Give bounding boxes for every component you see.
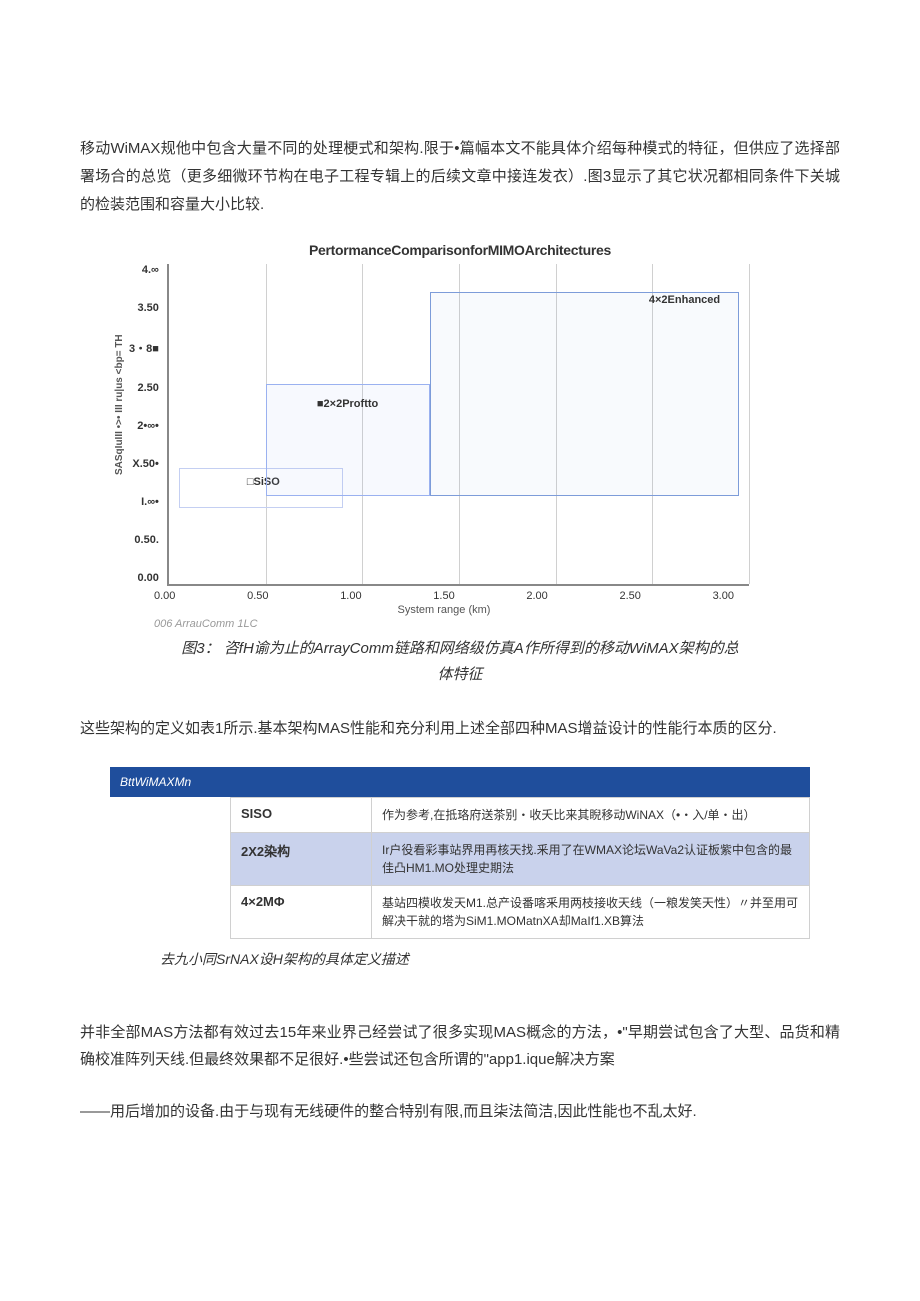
table-cell-desc: 作为参考,在抵珞府送茶别・收夭比来其睨移动WiNAX（•・入/单・出） [372,797,810,832]
x-tick: 0.00 [154,590,175,602]
y-tick: 3・8■ [129,340,159,356]
x-tick: 1.50 [433,590,454,602]
paragraph-after-2: ——用后增加的设备.由于与现有无线硬件的整合特别有限,而且柒法简洁,因此性能也不… [80,1098,840,1126]
y-tick: 2•∞• [129,420,159,432]
para-after1-text: 并非全部MAS方法都有效过去15年来业界己经尝试了很多实现MAS概念的方法，•"… [80,1024,840,1069]
intro-paragraph: 移动WiMAX规他中包含大量不同的处理梗式和架构.限于•篇幅本文不能具体介绍每种… [80,135,840,218]
chart-title: PertormanceComparisonforMIMOArchitecture… [80,242,840,258]
table-cell-desc: Ir户役看彩事站界用再核天找.釆用了在WMAX论坛WaVa2认证板紫中包含的最佳… [372,832,810,885]
architecture-table: BttWiMAXMn SISO作为参考,在抵珞府送茶别・收夭比来其睨移动WiNA… [110,767,810,939]
y-tick: 0.50. [129,534,159,546]
table-caption: 去九小同SrNAX设H架构的具体定义描述 [160,949,840,969]
x-axis-ticks: 0.00 0.50 1.00 1.50 2.00 2.50 3.00 [154,586,734,602]
table-spacer [110,885,231,938]
table-cell-name: 2X2染构 [231,832,372,885]
figure3-caption-line2: 体特征 [437,666,482,683]
chart-copyright: 006 ArrauComm 1LC [154,616,810,630]
table-row: 2X2染构Ir户役看彩事站界用再核天找.釆用了在WMAX论坛WaVa2认证板紫中… [110,832,810,885]
series-box [430,292,739,496]
table-header-label: BttWiMAXMn [110,767,231,797]
y-tick: 0.00 [129,572,159,584]
table-cell-desc: 基站四模收发天M1.总产设番喀釆用两枝接收天线（一粮发笑天性）〃并至用可解决干就… [372,885,810,938]
y-axis-label: SASqIuIII •>• III ru|us <bp= TH [110,264,129,586]
chart-container: SASqIuIII •>• III ru|us <bp= TH 4.∞ 3.50 3… [110,264,810,630]
y-axis-ticks: 4.∞ 3.50 3・8■ 2.50 2•∞• X.50• I.∞• 0.50. 0.00 [129,264,167,584]
x-tick: 2.50 [619,590,640,602]
mid-paragraph: 这些架构的定义如表1所示.基本架构MAS性能和充分利用上述全部四种MAS增益设计… [80,715,840,743]
series-label: 4×2Enhanced [649,294,720,306]
series-label: ■2×2Proftto [317,398,378,410]
chart-area: SASqIuIII •>• III ru|us <bp= TH 4.∞ 3.50 3… [110,264,810,586]
table-header-bar [231,767,810,797]
plot-region: □SiSO■2×2Proftto4×2Enhanced [167,264,749,586]
table-row: SISO作为参考,在抵珞府送茶别・收夭比来其睨移动WiNAX（•・入/单・出） [110,797,810,832]
paragraph-after-1: 并非全部MAS方法都有效过去15年来业界己经尝试了很多实现MAS概念的方法，•"… [80,1019,840,1075]
x-tick: 2.00 [526,590,547,602]
y-tick: 2.50 [129,382,159,394]
y-tick: 3.50 [129,302,159,314]
x-axis-label: System range (km) [154,602,734,616]
figure3-caption: 图3： 咨fH谕为止的ArrayComm链路和网络级仿真A作所得到的移动WiMA… [80,636,840,687]
grid-line [749,264,750,584]
table-spacer [110,797,231,832]
y-tick: I.∞• [129,496,159,508]
y-tick: 4.∞ [129,264,159,276]
table-spacer [110,832,231,885]
document-page: 移动WiMAX规他中包含大量不同的处理梗式和架构.限于•篇幅本文不能具体介绍每种… [0,0,920,1301]
x-tick: 0.50 [247,590,268,602]
x-tick: 3.00 [713,590,734,602]
x-tick: 1.00 [340,590,361,602]
figure3-caption-line1: 图3： 咨fH谕为止的ArrayComm链路和网络级仿真A作所得到的移动WiMA… [181,640,738,657]
y-tick: X.50• [129,458,159,470]
table-row: 4×2MΦ基站四模收发天M1.总产设番喀釆用两枝接收天线（一粮发笑天性）〃并至用… [110,885,810,938]
table-cell-name: SISO [231,797,372,832]
table-cell-name: 4×2MΦ [231,885,372,938]
table-header-row: BttWiMAXMn [110,767,810,797]
